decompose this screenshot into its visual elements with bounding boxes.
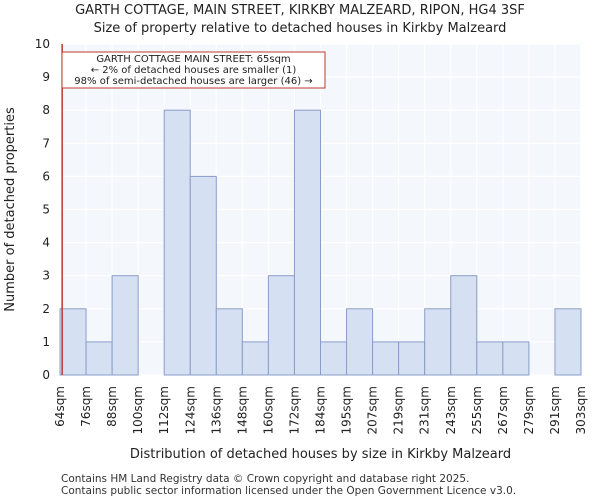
y-axis-label: Number of detached properties — [3, 107, 18, 312]
x-tick-label: 184sqm — [314, 386, 328, 434]
y-tick-label: 2 — [42, 302, 50, 316]
y-tick-label: 6 — [42, 169, 50, 183]
footer-licence: Contains public sector information licen… — [61, 485, 517, 497]
bar-112sqm — [163, 109, 191, 376]
bar-172sqm — [293, 109, 322, 376]
x-axis-label: Distribution of detached houses by size … — [130, 447, 511, 462]
bar-64sqm — [59, 308, 87, 376]
x-tick-label: 303sqm — [574, 386, 588, 434]
footer-copyright: Contains HM Land Registry data © Crown c… — [61, 473, 470, 485]
bar-124sqm — [189, 175, 217, 376]
bar-88sqm — [111, 275, 139, 376]
x-tick-label: 207sqm — [366, 386, 380, 434]
bar-219sqm — [398, 341, 426, 376]
annotation-box: GARTH COTTAGE MAIN STREET: 65sqm ← 2% of… — [61, 51, 326, 89]
y-tick-label: 4 — [42, 236, 50, 250]
x-tick-label: 100sqm — [131, 386, 145, 434]
bar-291sqm — [554, 308, 582, 376]
annotation-line-2: ← 2% of detached houses are smaller (1) — [91, 65, 297, 76]
bar-243sqm — [450, 275, 478, 376]
x-tick-label: 219sqm — [392, 386, 406, 434]
x-tick-label: 279sqm — [522, 386, 536, 434]
y-tick-label: 8 — [42, 103, 50, 117]
y-tick-label: 0 — [42, 368, 50, 382]
y-tick-label: 5 — [42, 203, 50, 217]
x-tick-label: 124sqm — [183, 386, 197, 434]
bar-148sqm — [241, 341, 269, 376]
bar-267sqm — [502, 341, 530, 376]
y-tick-label: 9 — [42, 70, 50, 84]
x-tick-label: 243sqm — [444, 386, 458, 434]
y-tick-label: 3 — [42, 269, 50, 283]
bar-184sqm — [320, 341, 348, 376]
x-axis-ticks: 64sqm 76sqm 88sqm 100sqm 112sqm 124sqm 136sqm 1… — [53, 386, 588, 434]
x-tick-label: 160sqm — [261, 386, 275, 434]
x-tick-label: 255sqm — [470, 386, 484, 434]
x-tick-label: 267sqm — [496, 386, 510, 434]
y-tick-label: 10 — [35, 37, 50, 51]
x-tick-label: 136sqm — [209, 386, 223, 434]
x-tick-label: 64sqm — [53, 386, 67, 427]
x-tick-label: 172sqm — [287, 386, 301, 434]
bar-76sqm — [85, 341, 113, 376]
chart-title: GARTH COTTAGE, MAIN STREET, KIRKBY MALZE… — [75, 3, 525, 18]
bar-195sqm — [346, 308, 374, 376]
y-tick-label: 1 — [42, 335, 50, 349]
annotation-line-3: 98% of semi-detached houses are larger (… — [74, 76, 312, 87]
bars — [59, 109, 582, 376]
x-tick-label: 112sqm — [157, 386, 171, 434]
bar-160sqm — [267, 275, 295, 376]
x-tick-label: 76sqm — [79, 386, 93, 427]
annotation-border — [61, 51, 326, 89]
bar-207sqm — [372, 341, 400, 376]
chart-subtitle: Size of property relative to detached ho… — [93, 21, 507, 36]
bar-231sqm — [424, 308, 452, 376]
annotation-line-1: GARTH COTTAGE MAIN STREET: 65sqm — [96, 54, 290, 65]
y-axis-ticks: 0 1 2 3 4 5 6 7 8 9 10 — [35, 37, 50, 382]
x-tick-label: 148sqm — [235, 386, 249, 434]
x-tick-label: 231sqm — [418, 386, 432, 434]
x-tick-label: 88sqm — [105, 386, 119, 427]
bar-136sqm — [215, 308, 243, 376]
x-tick-label: 291sqm — [548, 386, 562, 434]
y-tick-label: 7 — [42, 136, 50, 150]
x-tick-label: 195sqm — [340, 386, 354, 434]
bar-255sqm — [476, 341, 504, 376]
